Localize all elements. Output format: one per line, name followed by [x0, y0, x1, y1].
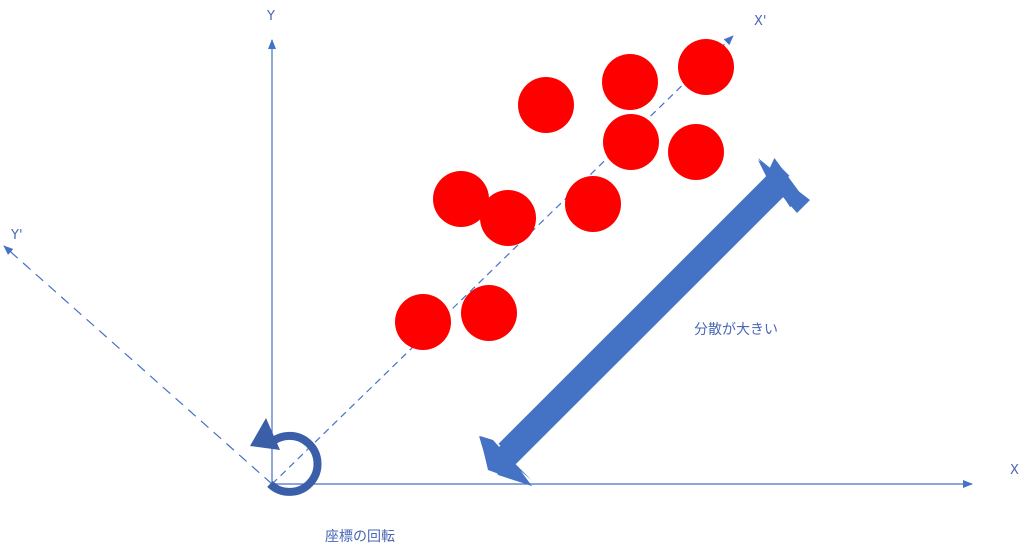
- data-points: [395, 39, 734, 350]
- rotation-label: 座標の回転: [325, 529, 395, 545]
- data-point: [678, 39, 734, 95]
- y-axis-label: Y: [266, 9, 275, 24]
- variance-arrow-body: [498, 164, 790, 456]
- variance-arrow-head-upper-fill: [758, 158, 808, 207]
- data-point: [518, 77, 574, 133]
- data-point: [565, 176, 621, 232]
- x-prime-axis: [271, 35, 734, 485]
- data-point: [461, 285, 517, 341]
- variance-arrow-head-lower-fill: [480, 436, 532, 486]
- x-prime-axis-label: X': [754, 14, 766, 29]
- rotate-ccw-icon: [250, 418, 322, 496]
- x-axis-label: X: [1010, 463, 1019, 478]
- data-point: [395, 294, 451, 350]
- data-point: [602, 54, 658, 110]
- y-prime-axis-label: Y': [10, 228, 23, 243]
- y-prime-axis: [3, 245, 273, 485]
- variance-label: 分散が大きい: [694, 322, 778, 338]
- data-point: [433, 171, 489, 227]
- data-point: [480, 190, 536, 246]
- data-point: [603, 114, 659, 170]
- data-point: [668, 124, 724, 180]
